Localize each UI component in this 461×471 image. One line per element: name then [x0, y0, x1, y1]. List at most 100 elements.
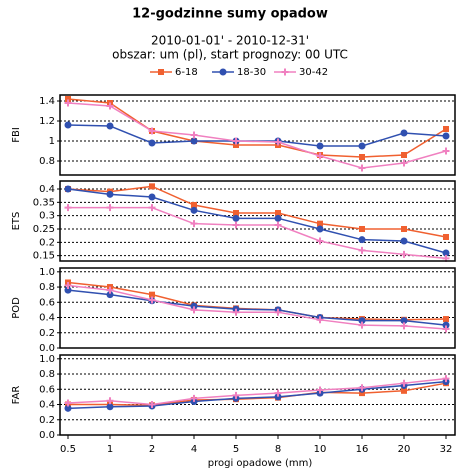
marker [106, 122, 114, 130]
marker [443, 126, 449, 132]
marker [106, 286, 114, 294]
marker [190, 131, 198, 139]
marker [233, 142, 239, 148]
marker [359, 226, 365, 232]
x-axis-label: progi opadowe (mm) [208, 458, 313, 469]
marker [400, 129, 408, 137]
marker [106, 291, 114, 299]
marker [281, 68, 289, 76]
marker [158, 69, 164, 75]
marker [64, 121, 72, 129]
marker [316, 386, 324, 394]
marker [359, 154, 365, 160]
series-line [67, 377, 447, 406]
x-tick-label: 16 [356, 444, 369, 455]
marker [401, 152, 407, 158]
marker [400, 317, 408, 325]
marker [190, 394, 198, 402]
marker [274, 393, 282, 401]
marker [358, 321, 366, 329]
marker [274, 308, 282, 316]
marker [275, 210, 281, 216]
marker [106, 190, 114, 198]
legend-label: 6-18 [175, 67, 198, 78]
marker [442, 147, 450, 155]
marker [232, 308, 240, 316]
marker [442, 132, 450, 140]
marker [106, 403, 114, 411]
series-line [67, 281, 447, 321]
x-tick-label: 32 [440, 444, 453, 455]
y-tick-label: 0.15 [33, 251, 55, 262]
marker [190, 206, 198, 214]
marker [400, 322, 408, 330]
marker [358, 236, 366, 244]
marker [64, 99, 72, 107]
x-tick-label: 8 [275, 444, 281, 455]
marker [443, 234, 449, 240]
y-tick-label: 0.2 [39, 237, 55, 248]
marker [442, 321, 450, 329]
marker [148, 127, 156, 135]
y-tick-label: 1.4 [39, 96, 55, 107]
marker [316, 237, 324, 245]
y-axis-label: POD [11, 297, 22, 319]
y-tick-label: 1.0 [39, 267, 55, 278]
marker [219, 68, 227, 76]
legend-label: 18-30 [237, 67, 266, 78]
chart-title: 12-godzinne sumy opadow [132, 7, 328, 22]
marker [148, 139, 156, 147]
y-tick-label: 0.0 [39, 430, 55, 441]
marker [148, 296, 156, 304]
marker [358, 142, 366, 150]
y-tick-label: 0.8 [39, 156, 55, 167]
marker [232, 391, 240, 399]
series-line [67, 289, 447, 326]
marker [64, 286, 72, 294]
marker [358, 384, 366, 392]
marker [64, 404, 72, 412]
series-line [67, 102, 447, 169]
marker [442, 249, 450, 257]
y-tick-label: 1.0 [39, 354, 55, 365]
y-tick-label: 0.3 [39, 211, 55, 222]
x-tick-label: 0.5 [60, 444, 76, 455]
x-tick-label: 1 [107, 444, 113, 455]
marker [400, 159, 408, 167]
y-tick-label: 0.2 [39, 415, 55, 426]
x-tick-label: 5 [233, 444, 239, 455]
y-tick-label: 0.0 [39, 343, 55, 354]
y-tick-label: 0.6 [39, 297, 55, 308]
plot-frame [59, 180, 456, 262]
marker [65, 96, 71, 102]
marker [232, 214, 240, 222]
series-line [67, 98, 447, 158]
marker [316, 152, 324, 160]
marker [274, 389, 282, 397]
y-tick-label: 1.2 [39, 116, 55, 127]
x-tick-label: 20 [398, 444, 411, 455]
marker [274, 214, 282, 222]
marker [190, 306, 198, 314]
y-tick-label: 0.4 [39, 313, 55, 324]
y-tick-label: 1 [49, 136, 55, 147]
x-tick-label: 10 [314, 444, 327, 455]
y-tick-label: 0.2 [39, 328, 55, 339]
series-line [67, 124, 447, 147]
marker [64, 204, 72, 212]
marker [190, 137, 198, 145]
y-axis-label: FBI [11, 127, 22, 143]
marker [64, 185, 72, 193]
series-line [67, 284, 447, 330]
marker [400, 237, 408, 245]
y-tick-label: 0.6 [39, 384, 55, 395]
marker [401, 226, 407, 232]
marker [64, 282, 72, 290]
y-tick-label: 0.8 [39, 369, 55, 380]
legend-label: 30-42 [299, 67, 328, 78]
marker [64, 399, 72, 407]
marker [106, 397, 114, 405]
y-tick-label: 0.35 [33, 197, 55, 208]
marker [149, 183, 155, 190]
